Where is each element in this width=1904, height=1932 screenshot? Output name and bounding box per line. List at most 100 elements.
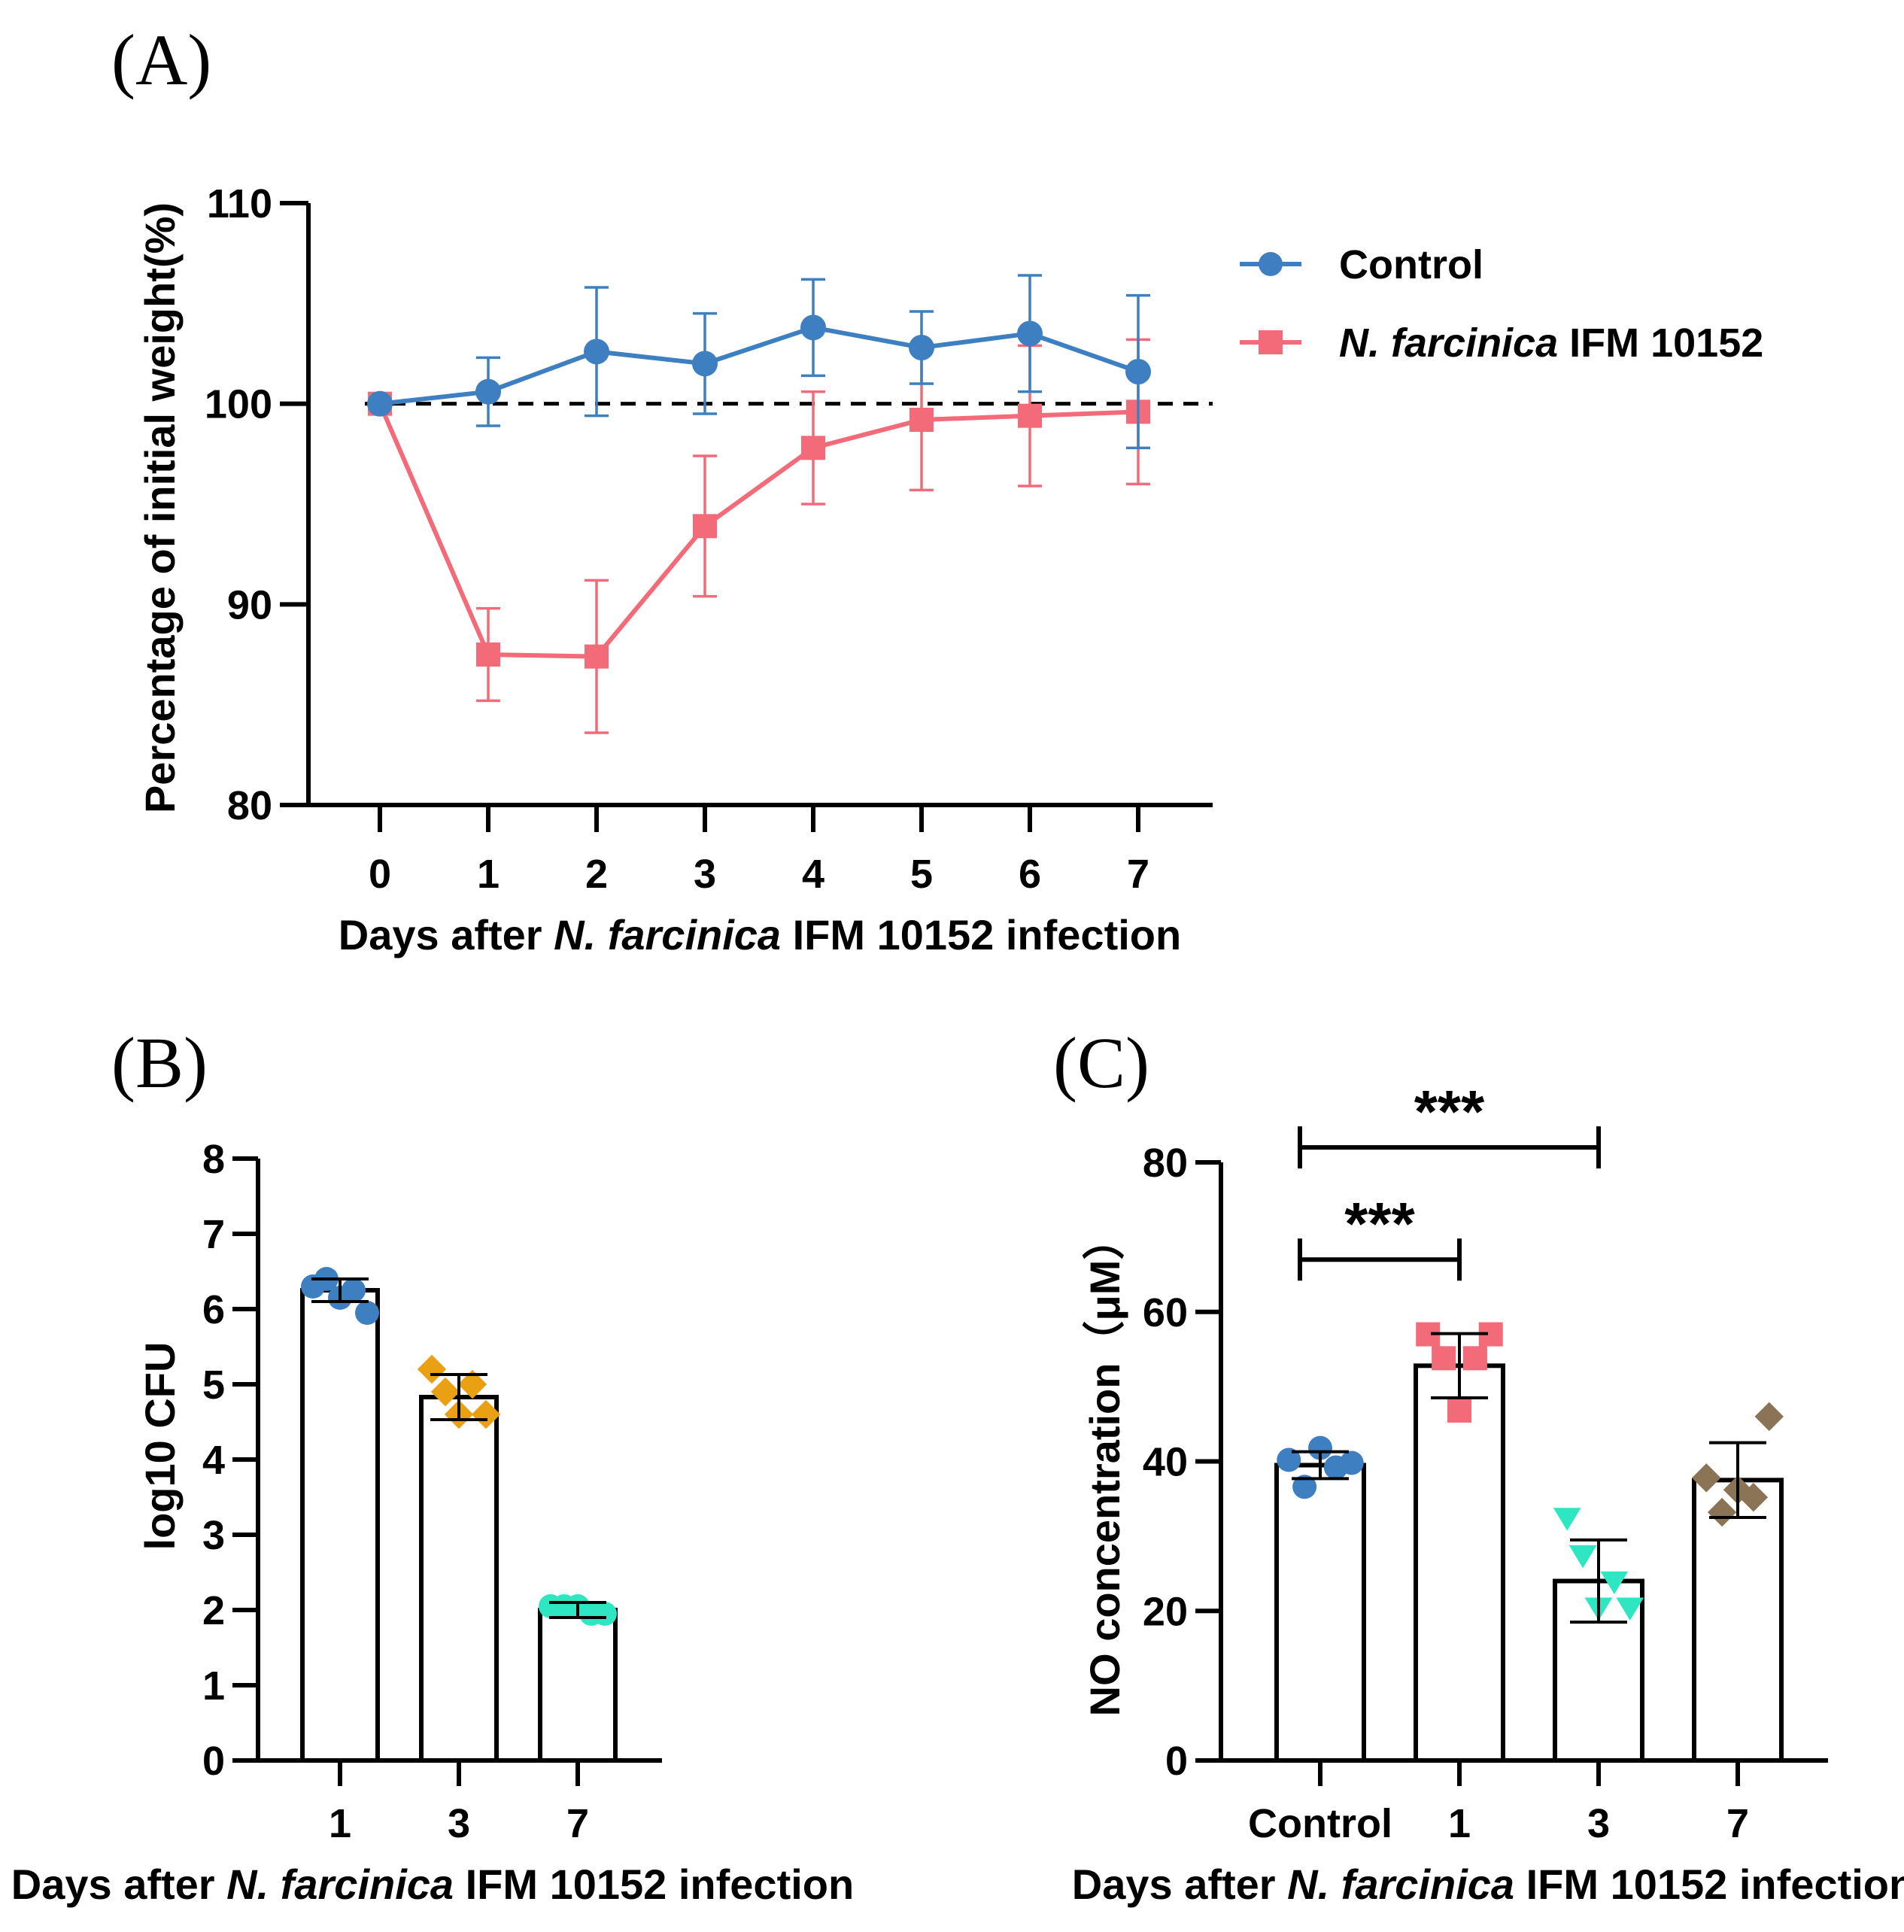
sample-point xyxy=(1739,1483,1769,1512)
panel-a-x-tick-label: 7 xyxy=(1127,852,1149,897)
panel-c-x-tick-label: Control xyxy=(1248,1801,1392,1846)
panel-a-y-ticks: 80 90 100 110 xyxy=(205,181,308,828)
panel-c-label: (C) xyxy=(1053,1022,1149,1103)
series-control xyxy=(367,274,1151,450)
bar xyxy=(419,1395,499,1763)
panel-c-x-tick-label: 1 xyxy=(1448,1801,1471,1846)
panel-b-x-tick-label: 7 xyxy=(566,1801,589,1846)
panel-c-bars xyxy=(1274,1363,1784,1763)
data-point xyxy=(693,514,717,539)
panel-a-x-tick-label: 0 xyxy=(369,852,391,897)
panel-c-x-tick-label: 7 xyxy=(1726,1801,1749,1846)
panel-a-x-tick-label: 6 xyxy=(1019,852,1041,897)
significance-stars: *** xyxy=(1414,1078,1485,1145)
data-point xyxy=(909,408,934,432)
panel-a-label: (A) xyxy=(111,20,211,100)
sample-point xyxy=(1432,1346,1456,1371)
sample-point xyxy=(1462,1346,1487,1371)
panel-a-x-tick-label: 4 xyxy=(802,852,824,897)
bar xyxy=(538,1608,618,1763)
bar xyxy=(1414,1363,1505,1763)
panel-c-x-tick-label: 3 xyxy=(1587,1801,1610,1846)
panel-a-x-ticks: 0 1 2 3 4 5 6 7 xyxy=(369,805,1149,897)
panel-b-axes xyxy=(256,1159,662,1763)
panel-b-y-axis-title: log10 CFU xyxy=(136,1342,184,1551)
sample-point xyxy=(1447,1398,1471,1423)
panel-a-y-tick-label: 100 xyxy=(205,382,272,427)
sample-point xyxy=(1277,1447,1301,1472)
sample-point xyxy=(1754,1402,1784,1432)
data-point xyxy=(367,390,393,417)
panel-c-points xyxy=(1277,1322,1784,1624)
data-point xyxy=(1017,320,1043,347)
legend-infected-label: N. farcinica IFM 10152 xyxy=(1339,320,1763,366)
sample-point xyxy=(1292,1475,1317,1499)
panel-b-y-tick-label: 6 xyxy=(202,1287,225,1332)
panel-b-label: (B) xyxy=(111,1022,208,1103)
sample-point xyxy=(457,1369,487,1399)
sample-point xyxy=(355,1301,379,1325)
panel-a-x-axis-title: Days after N. farcinica IFM 10152 infect… xyxy=(339,911,1181,958)
panel-a-x-tick-label: 2 xyxy=(585,852,608,897)
panel-c-no-chart: (C) *** *** 0 20 40 60 80 Control 1 3 7 NO conce… xyxy=(1053,1022,1904,1908)
panel-c-y-tick-label: 0 xyxy=(1165,1739,1188,1784)
panel-b-x-tick-label: 3 xyxy=(448,1801,470,1846)
panel-b-y-tick-label: 7 xyxy=(202,1212,225,1257)
panel-b-y-tick-label: 8 xyxy=(202,1137,225,1182)
sample-point xyxy=(1568,1545,1597,1569)
panel-b-y-ticks: 0 1 2 3 4 5 6 7 8 xyxy=(202,1137,258,1784)
panel-b-x-tick-label: 1 xyxy=(329,1801,351,1846)
sample-point xyxy=(1692,1463,1721,1493)
bar xyxy=(1274,1463,1366,1763)
sample-point xyxy=(593,1602,617,1626)
data-point xyxy=(801,436,825,460)
panel-b-y-tick-label: 3 xyxy=(202,1513,225,1558)
sample-point xyxy=(430,1377,460,1407)
panel-a-x-tick-label: 1 xyxy=(477,852,500,897)
panel-a-y-axis-title: Percentage of initial weight(%) xyxy=(136,202,184,813)
panel-a-x-tick-label: 3 xyxy=(694,852,716,897)
panel-a-y-tick-label: 80 xyxy=(227,783,272,828)
panel-b-y-tick-label: 4 xyxy=(202,1438,225,1483)
panel-a-weight-chart: (A) 80 90 100 110 0 1 2 3 4 5 6 7 Percentage of in… xyxy=(111,20,1763,958)
series-line xyxy=(378,402,1139,659)
data-point xyxy=(692,351,718,377)
data-point xyxy=(584,339,609,365)
data-point xyxy=(1125,359,1151,384)
legend-control-marker xyxy=(1259,252,1283,276)
panel-b-bars xyxy=(300,1288,618,1763)
sample-point xyxy=(1553,1508,1581,1531)
panel-c-x-ticks: Control 1 3 7 xyxy=(1248,1760,1749,1846)
series-line xyxy=(379,325,1139,406)
legend-item-control: Control xyxy=(1240,242,1483,287)
panel-b-y-tick-label: 0 xyxy=(202,1739,225,1784)
panel-a-legend: Control N. farcinica IFM 10152 xyxy=(1240,242,1763,366)
panel-a-y-tick-label: 90 xyxy=(227,582,272,627)
data-point xyxy=(800,314,826,341)
data-point xyxy=(909,335,934,360)
panel-b-y-tick-label: 2 xyxy=(202,1588,225,1633)
sample-point xyxy=(342,1278,366,1302)
panel-c-x-axis-title: Days after N. farcinica IFM 10152 infect… xyxy=(1072,1861,1904,1908)
bar xyxy=(300,1288,380,1763)
panel-c-y-tick-label: 60 xyxy=(1143,1290,1188,1335)
panel-a-x-tick-label: 5 xyxy=(910,852,933,897)
sample-point xyxy=(417,1354,447,1384)
legend-item-infected: N. farcinica IFM 10152 xyxy=(1240,320,1763,366)
panel-c-y-ticks: 0 20 40 60 80 xyxy=(1143,1141,1221,1784)
data-point xyxy=(1018,403,1042,428)
sample-point xyxy=(1707,1497,1737,1527)
panel-b-x-axis-title: Days after N. farcinica IFM 10152 infect… xyxy=(11,1861,854,1908)
data-point xyxy=(476,642,500,667)
panel-c-y-tick-label: 20 xyxy=(1143,1589,1188,1634)
panel-b-x-ticks: 1 3 7 xyxy=(329,1760,589,1846)
panel-b-y-tick-label: 1 xyxy=(202,1663,225,1709)
panel-b-y-tick-label: 5 xyxy=(202,1362,225,1408)
panel-c-y-tick-label: 40 xyxy=(1143,1440,1188,1485)
panel-c-y-tick-label: 80 xyxy=(1143,1141,1188,1186)
legend-control-label: Control xyxy=(1339,242,1483,287)
significance-stars: *** xyxy=(1344,1190,1415,1257)
panel-c-significance: *** *** xyxy=(1298,1078,1601,1281)
sample-point xyxy=(1339,1451,1364,1475)
